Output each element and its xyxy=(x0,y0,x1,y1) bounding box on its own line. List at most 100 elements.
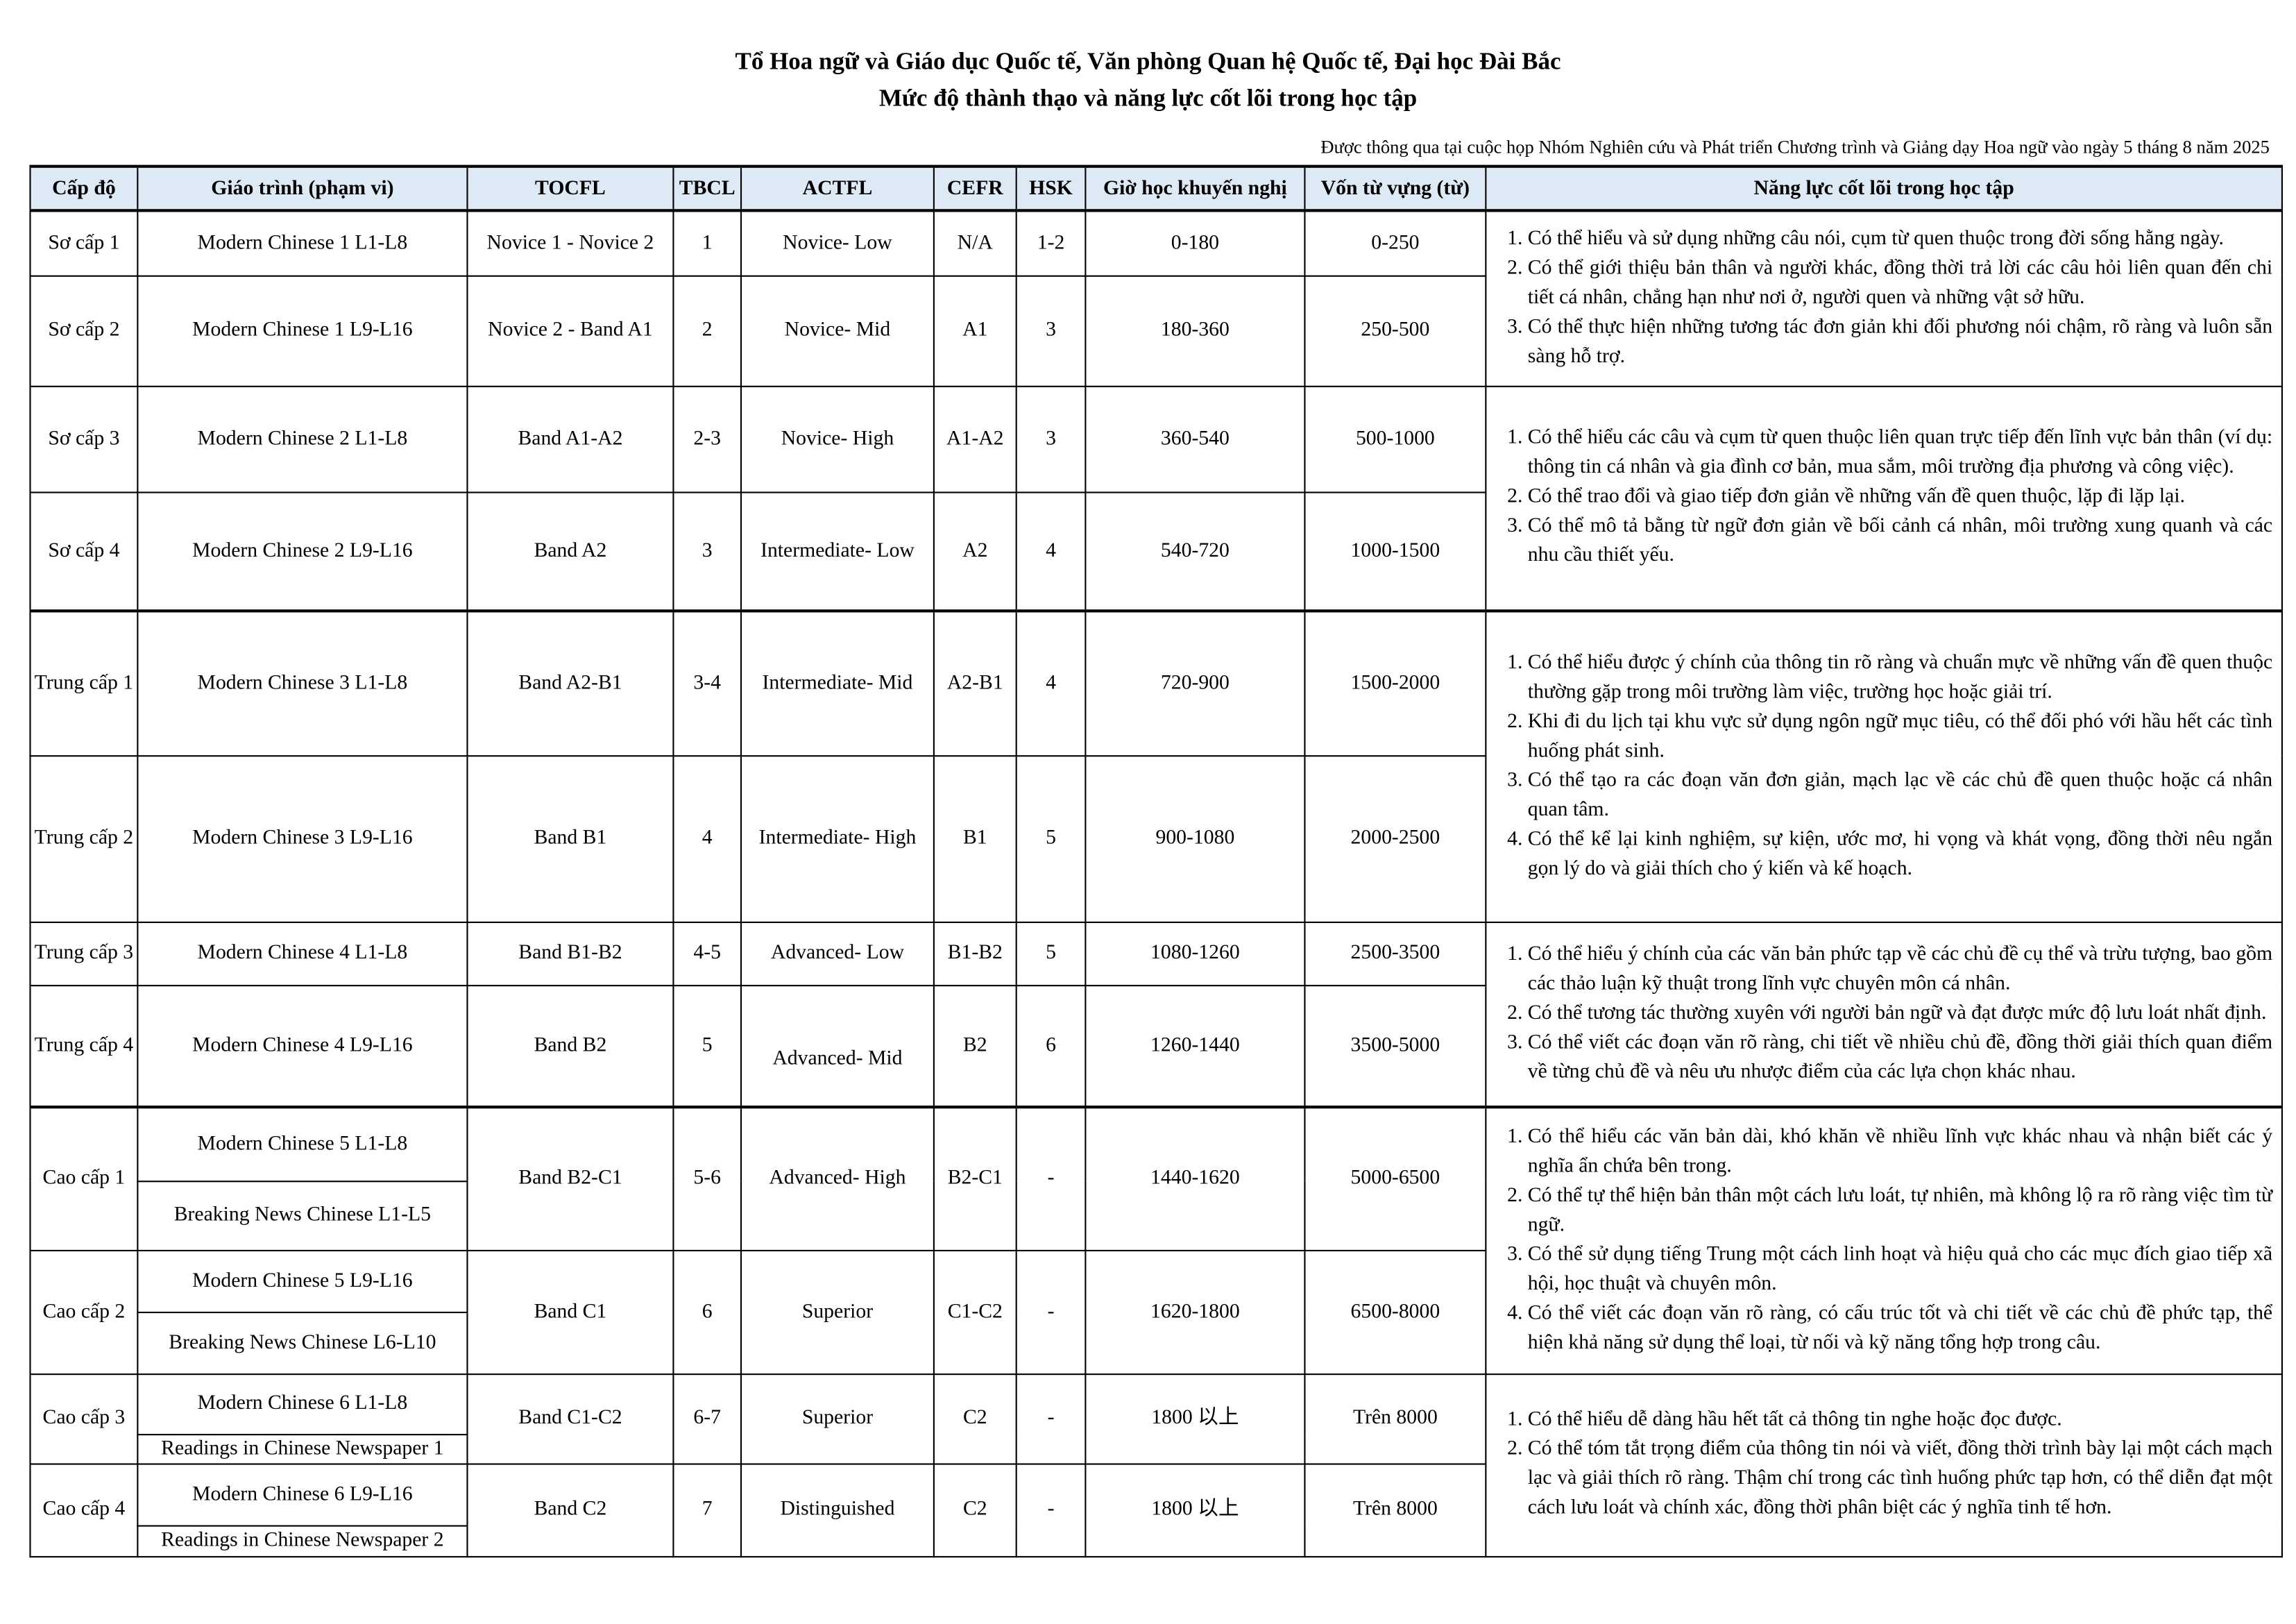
tocfl-cell-text: Novice 2 - Band A1 xyxy=(488,319,653,342)
competency-item: Có thể tạo ra các đoạn văn đơn giản, mạc… xyxy=(1528,767,2272,826)
competency-cell: Có thể hiểu dễ dàng hầu hết tất cả thông… xyxy=(1485,1373,2283,1557)
vocab-cell: 1500-2000 xyxy=(1304,610,1487,756)
actfl-cell: Intermediate- High xyxy=(740,754,935,922)
level-cell-text: Cao cấp 4 xyxy=(42,1498,126,1521)
actfl-cell-text: Advanced- Mid xyxy=(772,1047,903,1070)
hsk-cell: - xyxy=(1015,1373,1087,1464)
course-cell-text: Modern Chinese 2 L1-L8 xyxy=(197,428,408,450)
hsk-cell: 4 xyxy=(1015,491,1087,613)
tbcl-cell: 7 xyxy=(672,1462,742,1557)
proficiency-table: Cấp độ Giáo trình (phạm vi) TOCFL TBCL ACTFL… xyxy=(29,164,2283,1557)
hsk-cell: 1-2 xyxy=(1015,210,1087,276)
cefr-cell: A2-B1 xyxy=(933,610,1017,756)
tbcl-cell-text: 2-3 xyxy=(693,428,722,450)
level-cell-text: Cao cấp 1 xyxy=(42,1167,126,1190)
tocfl-cell-text: Band B2-C1 xyxy=(518,1167,622,1190)
hsk-cell: 5 xyxy=(1015,920,1087,986)
actfl-cell: Intermediate- Mid xyxy=(740,610,935,756)
course-cell: Modern Chinese 3 L1-L8 xyxy=(137,610,468,756)
table-row: Sơ cấp 4 Modern Chinese 2 L9-L16 Band A2 3 I… xyxy=(29,491,2281,613)
course-cell: Modern Chinese 4 L1-L8 xyxy=(137,920,468,986)
vocab-cell-text: 3500-5000 xyxy=(1350,1034,1440,1057)
tbcl-cell-text: 3 xyxy=(701,539,713,562)
document-subtitle: Mức độ thành thạo và năng lực cốt lõi tr… xyxy=(878,83,1418,112)
hours-cell: 1620-1800 xyxy=(1085,1249,1306,1375)
hours-cell-text: 1080-1260 xyxy=(1150,942,1240,965)
column-header: CEFR xyxy=(933,164,1017,212)
tbcl-cell: 6-7 xyxy=(672,1373,742,1464)
cefr-cell-text: N/A xyxy=(957,232,993,255)
competency-item: Có thể hiểu được ý chính của thông tin r… xyxy=(1528,649,2272,708)
tocfl-cell: Novice 1 - Novice 2 xyxy=(466,210,674,276)
tbcl-cell: 1 xyxy=(672,210,742,276)
level-cell: Cao cấp 3 xyxy=(29,1373,139,1464)
tocfl-cell: Novice 2 - Band A1 xyxy=(466,274,674,387)
hours-cell: 900-1080 xyxy=(1085,754,1306,922)
header-row: Cấp độ Giáo trình (phạm vi) TOCFL TBCL ACTFL… xyxy=(29,164,2283,212)
competency-item: Có thể trao đổi và giao tiếp đơn giản về… xyxy=(1528,483,2272,512)
hsk-cell-text: 5 xyxy=(1046,942,1056,965)
tocfl-cell-text: Band A1-A2 xyxy=(518,428,623,450)
tocfl-cell-text: Band A2 xyxy=(534,539,607,562)
actfl-cell-text: Advanced- Low xyxy=(770,942,905,965)
column-header: ACTFL xyxy=(740,164,935,212)
tbcl-cell-text: 5 xyxy=(701,1034,713,1057)
tbcl-cell: 2-3 xyxy=(672,384,742,493)
hours-cell-text: 1440-1620 xyxy=(1150,1167,1240,1190)
hours-cell: 1800 以上 xyxy=(1085,1462,1306,1557)
tocfl-cell: Band B2-C1 xyxy=(466,1106,674,1251)
competency-list: Có thể hiểu các câu và cụm từ quen thuộc… xyxy=(1493,424,2272,571)
tocfl-cell: Band C1-C2 xyxy=(466,1373,674,1464)
vocab-cell-text: 500-1000 xyxy=(1355,428,1435,450)
vocab-cell: 3500-5000 xyxy=(1304,984,1487,1109)
hsk-cell: 4 xyxy=(1015,610,1087,756)
tocfl-cell: Band A2 xyxy=(466,491,674,613)
hours-cell-text: 0-180 xyxy=(1171,232,1220,255)
hours-cell-text: 180-360 xyxy=(1160,319,1230,342)
cefr-cell: B2 xyxy=(933,984,1017,1109)
hsk-cell: 6 xyxy=(1015,984,1087,1109)
hsk-cell-text: - xyxy=(1047,1498,1055,1521)
tocfl-cell-text: Band C2 xyxy=(534,1498,607,1521)
competency-item: Có thể kể lại kinh nghiệm, sự kiện, ước … xyxy=(1528,825,2272,884)
level-cell-text: Cao cấp 3 xyxy=(42,1407,126,1430)
table-subrow: Breaking News Chinese L6-L10 xyxy=(30,1310,2281,1375)
tocfl-cell-text: Band B1 xyxy=(534,827,607,849)
hours-cell-text: 360-540 xyxy=(1160,428,1230,450)
level-cell: Sơ cấp 2 xyxy=(29,274,139,387)
vocab-cell-text: 2000-2500 xyxy=(1350,827,1440,849)
table-subrow: Readings in Chinese Newspaper 2 xyxy=(30,1524,2281,1557)
cefr-cell-text: C1-C2 xyxy=(947,1301,1003,1323)
actfl-cell-text: Superior xyxy=(801,1407,874,1430)
tbcl-cell: 5 xyxy=(672,984,742,1109)
table-row: Trung cấp 2 Modern Chinese 3 L9-L16 Band B… xyxy=(29,754,2281,922)
competency-item: Có thể mô tả bằng từ ngữ đơn giản về bối… xyxy=(1528,513,2272,572)
cefr-cell-text: B2-C1 xyxy=(947,1167,1003,1190)
tocfl-cell: Band B2 xyxy=(466,984,674,1109)
tocfl-cell: Band C1 xyxy=(466,1249,674,1375)
level-cell: Trung cấp 3 xyxy=(29,920,139,986)
actfl-cell-text: Intermediate- Low xyxy=(760,539,915,562)
actfl-cell: Superior xyxy=(740,1373,935,1464)
actfl-cell: Intermediate- Low xyxy=(740,491,935,613)
hours-cell: 180-360 xyxy=(1085,274,1306,387)
hsk-cell-text: 3 xyxy=(1046,319,1056,342)
cefr-cell-text: C2 xyxy=(962,1407,987,1430)
tbcl-cell-text: 4-5 xyxy=(693,942,722,965)
table-row: Trung cấp 4 Modern Chinese 4 L9-L16 Band B… xyxy=(29,984,2281,1109)
hsk-cell: - xyxy=(1015,1462,1087,1557)
tbcl-cell-text: 6 xyxy=(701,1301,713,1323)
vocab-cell: 6500-8000 xyxy=(1304,1249,1487,1375)
hsk-cell: 3 xyxy=(1015,384,1087,493)
course-cell-text: Modern Chinese 1 L9-L16 xyxy=(192,319,413,342)
hours-cell: 1440-1620 xyxy=(1085,1106,1306,1251)
actfl-cell-text: Novice- Low xyxy=(783,232,892,255)
table-row: Cao cấp 4 Modern Chinese 6 L9-L16 Band C2 7… xyxy=(29,1462,2281,1557)
level-cell: Sơ cấp 3 xyxy=(29,384,139,493)
competency-cell: Có thể hiểu được ý chính của thông tin r… xyxy=(1485,610,2283,922)
hsk-cell-text: 1-2 xyxy=(1037,232,1065,255)
competency-list: Có thể hiểu các văn bản dài, khó khăn về… xyxy=(1493,1123,2272,1358)
vocab-cell-text: 5000-6500 xyxy=(1350,1167,1440,1190)
tocfl-cell-text: Band B1-B2 xyxy=(518,942,622,965)
